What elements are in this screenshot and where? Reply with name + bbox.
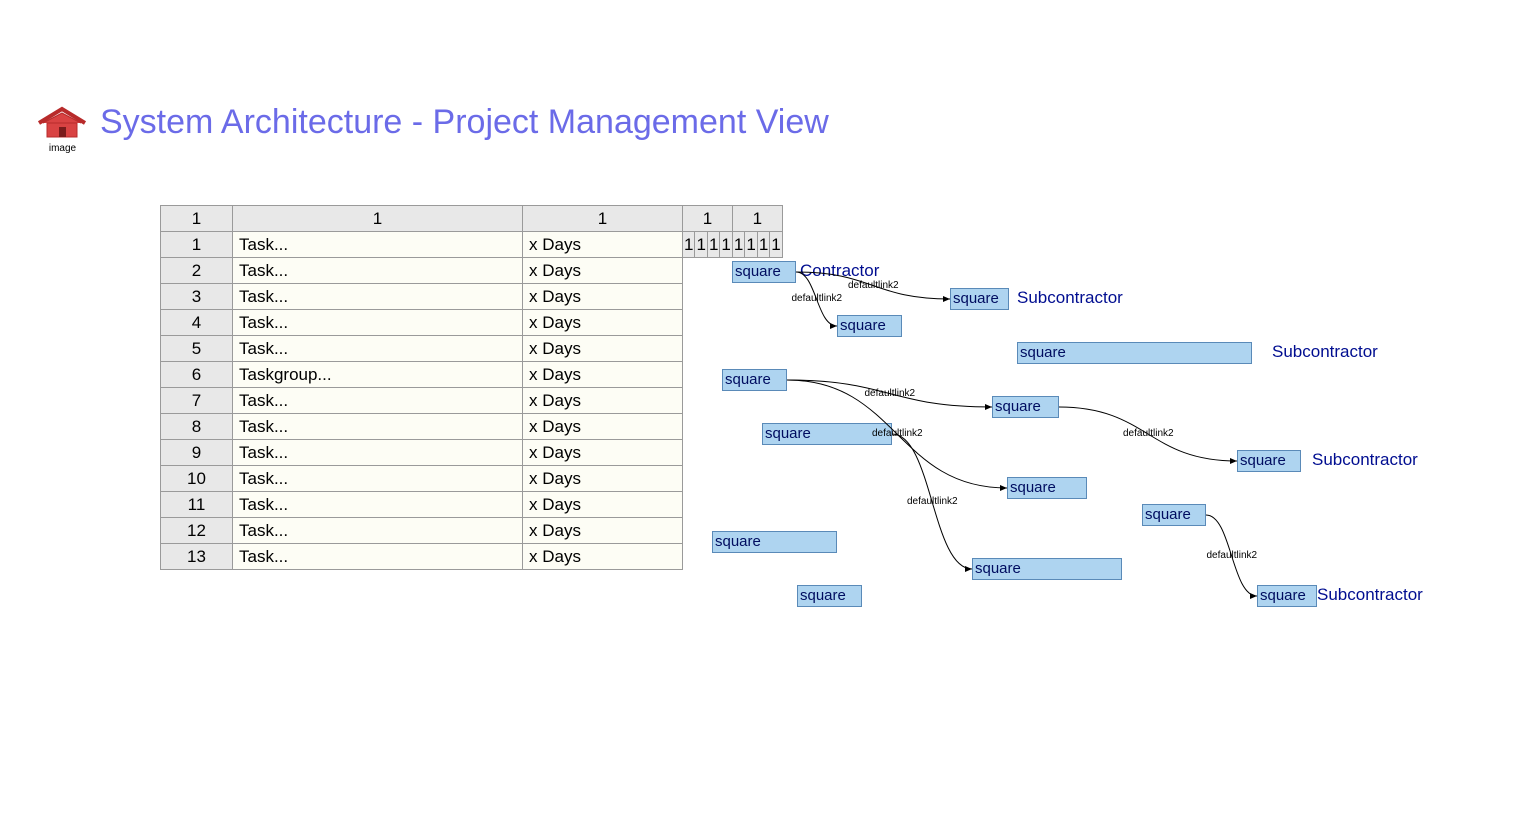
task-name: Task... (233, 232, 523, 258)
gantt-label: Subcontractor (1317, 585, 1423, 605)
gantt-link-label: defaultlink2 (1123, 428, 1174, 439)
gantt-label: Contractor (800, 261, 879, 281)
gantt-label: Subcontractor (1272, 342, 1378, 362)
task-name: Task... (233, 336, 523, 362)
gantt-link-label: defaultlink2 (848, 280, 899, 291)
row-number: 8 (161, 414, 233, 440)
table-row: 8Task...x Days (161, 414, 683, 440)
task-name: Task... (233, 466, 523, 492)
row-number: 1 (161, 232, 233, 258)
home-icon (35, 105, 90, 141)
task-name: Task... (233, 310, 523, 336)
gantt-bar[interactable]: square (1237, 450, 1301, 472)
task-duration: x Days (523, 258, 683, 284)
task-duration: x Days (523, 336, 683, 362)
timeline-sub-header: 1 (707, 232, 719, 258)
table-row: 5Task...x Days (161, 336, 683, 362)
table-row: 12Task...x Days (161, 518, 683, 544)
task-duration: x Days (523, 232, 683, 258)
timeline-top-header: 1 (732, 206, 782, 232)
gantt-link-label: defaultlink2 (907, 496, 958, 507)
timeline-sub-header: 1 (757, 232, 769, 258)
task-duration: x Days (523, 492, 683, 518)
col-header-task: 1 (233, 206, 523, 232)
timeline-sub-header: 1 (732, 232, 744, 258)
gantt-bar[interactable]: square (732, 261, 796, 283)
row-number: 2 (161, 258, 233, 284)
gantt-link-label: defaultlink2 (872, 428, 923, 439)
home-icon-label: image (49, 143, 76, 154)
gantt-bar[interactable]: square (797, 585, 862, 607)
gantt-bar[interactable]: square (1257, 585, 1317, 607)
task-duration: x Days (523, 362, 683, 388)
task-duration: x Days (523, 284, 683, 310)
row-number: 13 (161, 544, 233, 570)
row-number: 7 (161, 388, 233, 414)
page-title: System Architecture - Project Management… (100, 105, 829, 139)
table-row: 7Task...x Days (161, 388, 683, 414)
gantt-bar[interactable]: square (722, 369, 787, 391)
col-header-dur: 1 (523, 206, 683, 232)
home-icon-wrap: image (35, 105, 90, 154)
task-name: Task... (233, 414, 523, 440)
timeline-sub-header: 1 (695, 232, 707, 258)
table-row: 9Task...x Days (161, 440, 683, 466)
gantt-bar[interactable]: square (1007, 477, 1087, 499)
table-row: 13Task...x Days (161, 544, 683, 570)
gantt-label: Subcontractor (1312, 450, 1418, 470)
task-duration: x Days (523, 466, 683, 492)
table-row: 1Task...x Days (161, 232, 683, 258)
timeline-sub-header: 1 (720, 232, 732, 258)
task-duration: x Days (523, 414, 683, 440)
task-duration: x Days (523, 388, 683, 414)
table-row: 4Task...x Days (161, 310, 683, 336)
gantt-link-label: defaultlink2 (792, 293, 843, 304)
table-row: 2Task...x Days (161, 258, 683, 284)
page-header: image System Architecture - Project Mana… (35, 105, 829, 154)
gantt-bar[interactable]: square (972, 558, 1122, 580)
gantt-bar[interactable]: square (837, 315, 902, 337)
task-name: Task... (233, 492, 523, 518)
gantt-link-label: defaultlink2 (1207, 550, 1258, 561)
task-name: Taskgroup... (233, 362, 523, 388)
gantt-bar[interactable]: square (712, 531, 837, 553)
task-name: Task... (233, 518, 523, 544)
gantt-link-label: defaultlink2 (865, 388, 916, 399)
task-name: Task... (233, 440, 523, 466)
row-number: 9 (161, 440, 233, 466)
row-number: 11 (161, 492, 233, 518)
task-duration: x Days (523, 518, 683, 544)
table-row: 11Task...x Days (161, 492, 683, 518)
task-name: Task... (233, 284, 523, 310)
task-duration: x Days (523, 544, 683, 570)
table-row: 6Taskgroup...x Days (161, 362, 683, 388)
gantt-chart-area: 1 1 1 1Task...x Days2Task...x Days3Task.… (160, 205, 683, 570)
task-name: Task... (233, 544, 523, 570)
gantt-bar[interactable]: square (1017, 342, 1252, 364)
task-duration: x Days (523, 310, 683, 336)
timeline-header: 11 11111111 (682, 205, 783, 258)
gantt-bar[interactable]: square (950, 288, 1009, 310)
timeline-sub-header: 1 (770, 232, 782, 258)
row-number: 10 (161, 466, 233, 492)
task-table: 1 1 1 1Task...x Days2Task...x Days3Task.… (160, 205, 683, 570)
gantt-bar[interactable]: square (992, 396, 1059, 418)
row-number: 6 (161, 362, 233, 388)
gantt-bar[interactable]: square (1142, 504, 1206, 526)
table-row: 3Task...x Days (161, 284, 683, 310)
table-row: 10Task...x Days (161, 466, 683, 492)
row-number: 12 (161, 518, 233, 544)
row-number: 4 (161, 310, 233, 336)
row-number: 5 (161, 336, 233, 362)
task-name: Task... (233, 258, 523, 284)
timeline-sub-header: 1 (683, 232, 695, 258)
timeline-sub-header: 1 (745, 232, 757, 258)
task-duration: x Days (523, 440, 683, 466)
col-header-num: 1 (161, 206, 233, 232)
timeline-top-header: 1 (683, 206, 733, 232)
row-number: 3 (161, 284, 233, 310)
task-name: Task... (233, 388, 523, 414)
gantt-label: Subcontractor (1017, 288, 1123, 308)
